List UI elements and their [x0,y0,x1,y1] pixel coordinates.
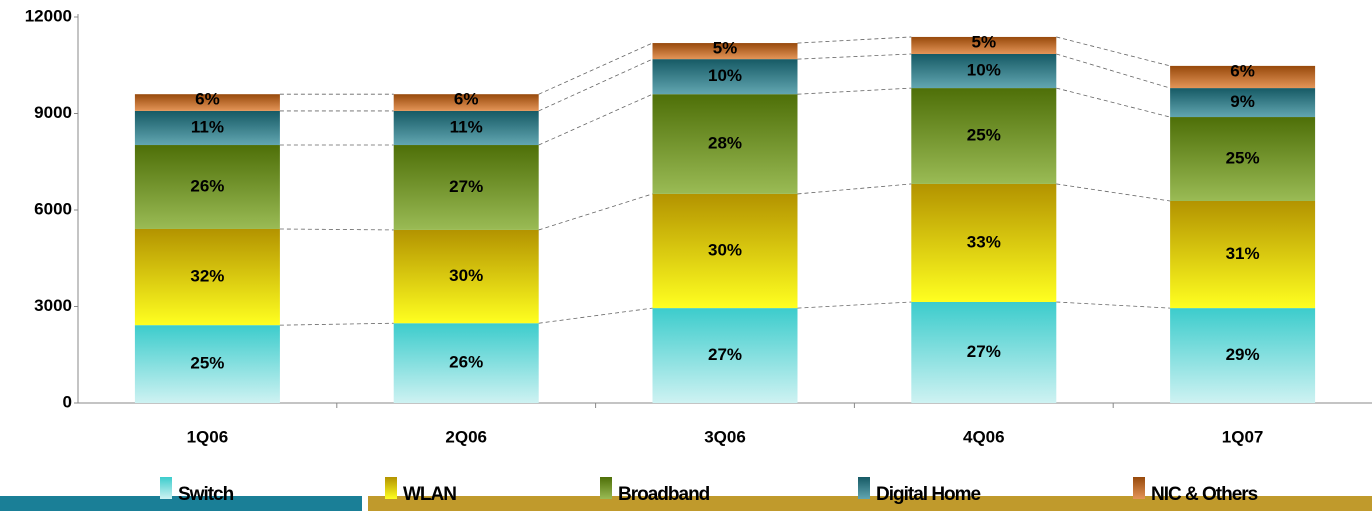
y-tick-label: 12000 [25,6,72,25]
y-tick-label: 9000 [34,103,72,122]
bar-segment [393,110,539,146]
legend-label: NIC & Others [1151,484,1258,505]
data-label: 9% [1230,92,1255,111]
connector [797,183,912,195]
connector [1056,301,1171,309]
data-label: 6% [195,90,220,109]
bar-segment [652,59,798,95]
data-label: 30% [708,240,742,259]
data-label: 26% [449,353,483,372]
y-tick-label: 0 [63,392,72,411]
data-label: 11% [191,117,224,136]
data-label: 27% [449,177,483,196]
data-label: 28% [708,134,742,153]
connector [1056,183,1171,202]
x-tick-label: 3Q06 [704,427,746,446]
bar-segment [393,229,539,324]
data-label: 11% [450,117,483,136]
bar-segment [134,228,280,326]
connector [538,42,653,95]
connector [797,36,912,44]
legend-swatch [160,477,172,499]
data-label: 27% [967,342,1001,361]
x-tick-label: 1Q06 [187,427,229,446]
legend-swatch [600,477,612,499]
connector [1056,53,1171,89]
bar-segment [911,301,1057,403]
legend-swatch [858,477,870,499]
data-label: 5% [713,39,738,58]
connector [538,193,653,231]
bar-segment [1170,117,1316,201]
bar-segment [652,94,798,194]
bar-segment [393,94,539,111]
bar-segment [1170,200,1316,309]
data-label: 10% [708,66,742,85]
data-label: 25% [967,126,1001,145]
data-label: 26% [190,176,224,195]
bar-segment [652,193,798,309]
legend-swatch [1133,477,1145,499]
data-label: 5% [972,32,997,51]
bar-segment [393,323,539,403]
bar-segment [911,36,1057,54]
bar-segment [134,94,280,111]
bar-segment [134,325,280,403]
x-tick-label: 1Q07 [1222,427,1264,446]
bar-segment [652,308,798,403]
bar-segment [652,43,798,60]
bar-segment [1170,88,1316,118]
bar-segment [911,88,1057,184]
connector [538,93,653,146]
legend-label: Digital Home [876,484,981,505]
data-label: 25% [190,354,224,373]
bar-segment [393,145,539,230]
footer-band [368,496,1372,511]
data-label: 10% [967,61,1001,80]
x-tick-label: 2Q06 [445,427,487,446]
data-label: 6% [454,90,479,109]
bar-segment [1170,65,1316,89]
data-label: 32% [190,267,224,286]
connector [1056,36,1171,67]
legend-label: Broadband [618,484,710,505]
connector [797,53,912,60]
y-tick-label: 3000 [34,296,72,315]
connector [797,301,912,309]
bar-segment [1170,308,1316,403]
data-label: 29% [1226,345,1260,364]
x-tick-label: 4Q06 [963,427,1005,446]
data-label: 25% [1226,149,1260,168]
bar-segment [134,145,280,229]
y-tick-label: 6000 [34,199,72,218]
connector [538,307,653,324]
data-label: 31% [1226,244,1260,263]
connector [797,87,912,95]
data-label: 33% [967,232,1001,251]
connector [538,58,653,112]
data-label: 27% [708,345,742,364]
bar-segment [911,53,1057,89]
legend-swatch [385,477,397,499]
footer-band [0,496,362,511]
connector [279,322,394,326]
bar-segment [911,183,1057,302]
legend-label: Switch [178,484,234,505]
data-label: 30% [449,266,483,285]
data-label: 6% [1230,61,1255,80]
connector [279,228,394,231]
bar-segment [134,110,280,146]
legend-label: WLAN [403,484,456,505]
connector [1056,87,1171,118]
